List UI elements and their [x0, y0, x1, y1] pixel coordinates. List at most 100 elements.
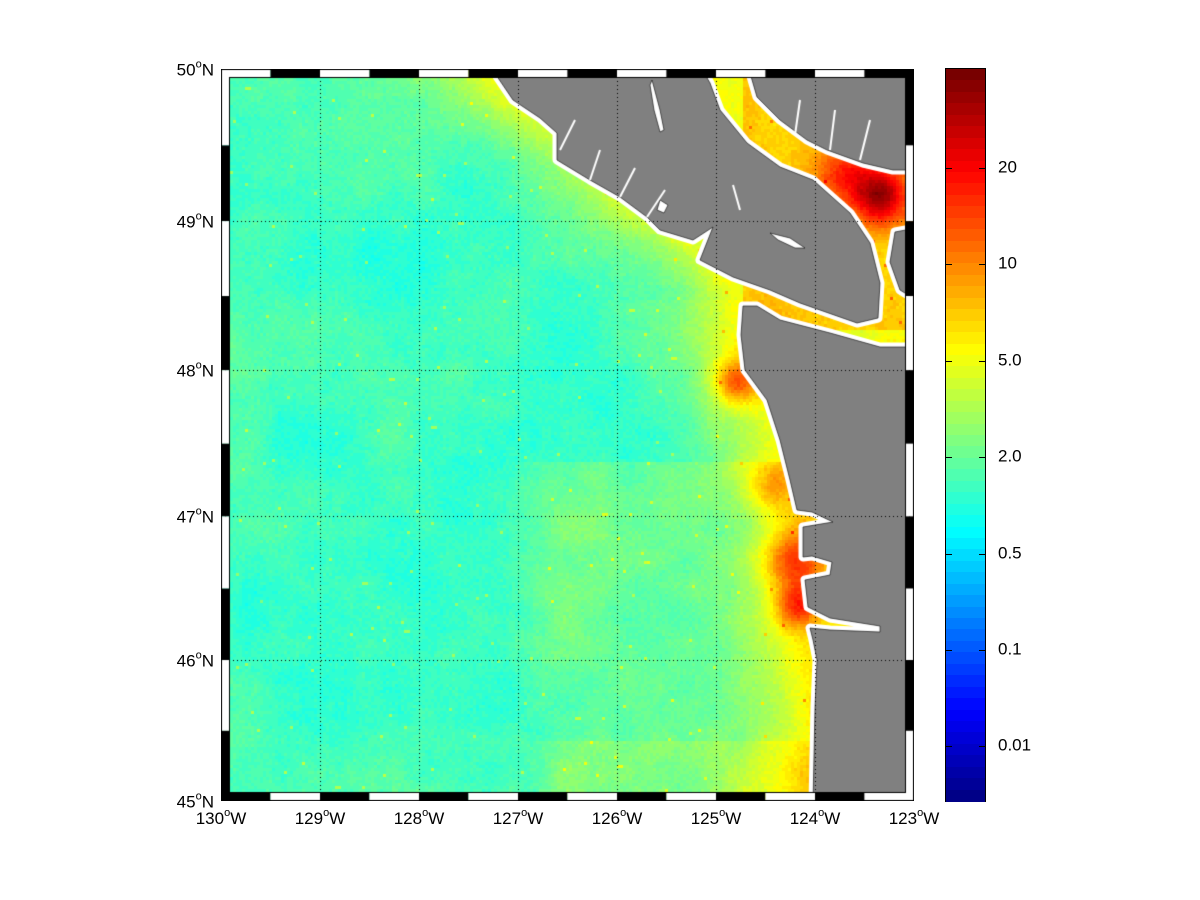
degree-value: 124 — [789, 809, 819, 828]
colorbar-band — [946, 572, 985, 585]
colorbar-band — [946, 537, 985, 551]
degree-symbol: o — [195, 210, 202, 223]
hemisphere: W — [428, 809, 445, 828]
colorbar-band — [946, 435, 985, 448]
colorbar-band — [946, 778, 985, 791]
hemisphere: W — [824, 809, 841, 828]
colorbar-band — [946, 217, 985, 231]
hemisphere: N — [201, 60, 214, 80]
degree-symbol: o — [917, 807, 924, 819]
degree-value: 126 — [591, 809, 621, 828]
colorbar-tick — [979, 650, 985, 651]
hemisphere: W — [923, 809, 940, 828]
colorbar-band — [946, 743, 985, 757]
colorbar-band — [946, 343, 985, 356]
colorbar-tick — [946, 457, 952, 459]
colorbar-band — [946, 446, 985, 459]
colorbar-band — [946, 194, 985, 208]
colorbar-band — [946, 80, 985, 93]
lat-label: 46oN — [176, 649, 214, 671]
colorbar-band — [946, 354, 985, 368]
hemisphere: N — [201, 212, 214, 232]
colorbar-band — [946, 583, 985, 597]
colorbar-band — [946, 618, 985, 631]
degree-value: 130 — [195, 809, 225, 828]
colorbar-band — [946, 171, 985, 185]
lon-label: 124oW — [789, 807, 841, 828]
degree-symbol: o — [620, 807, 627, 819]
colorbar-band — [946, 720, 985, 734]
colorbar-band — [946, 297, 985, 311]
colorbar-band — [946, 149, 985, 162]
degree-symbol: o — [323, 807, 330, 819]
colorbar-band — [946, 640, 985, 654]
lat-label: 49oN — [177, 210, 214, 232]
colorbar-tick — [946, 360, 952, 362]
degree-value: 45 — [176, 792, 196, 812]
colorbar-tick-label: 10 — [998, 253, 1017, 273]
colorbar-band — [946, 91, 985, 105]
colorbar-band — [946, 103, 985, 116]
colorbar-band — [946, 595, 985, 608]
colorbar-band — [946, 560, 985, 574]
hemisphere: N — [201, 651, 214, 671]
degree-symbol: o — [195, 790, 202, 803]
lat-label: 48oN — [176, 359, 214, 381]
colorbar-band — [946, 629, 985, 642]
colorbar-band — [946, 652, 985, 665]
colorbar-tick — [979, 168, 985, 169]
colorbar-band — [946, 377, 985, 391]
chlorophyll-map — [221, 69, 914, 801]
colorbar-band — [946, 309, 985, 322]
hemisphere: W — [626, 809, 643, 828]
colorbar-band — [946, 126, 985, 139]
degree-symbol: o — [818, 807, 825, 819]
colorbar-band — [946, 183, 985, 196]
degree-symbol: o — [195, 359, 202, 372]
hemisphere: W — [329, 809, 346, 828]
colorbar-band — [946, 698, 985, 711]
lat-label: 50oN — [177, 58, 214, 80]
colorbar-band — [946, 160, 985, 173]
hemisphere: W — [725, 809, 742, 828]
colorbar-tick-label: 0.5 — [998, 543, 1022, 563]
hemisphere: N — [201, 361, 214, 381]
colorbar-band — [946, 789, 985, 802]
colorbar-band — [946, 457, 985, 471]
colorbar-tick — [979, 746, 985, 748]
colorbar-band — [946, 389, 985, 402]
degree-symbol: o — [195, 58, 202, 71]
colorbar-band — [946, 206, 985, 219]
lon-label: 130oW — [195, 807, 247, 828]
colorbar-band — [946, 526, 985, 539]
colorbar-band — [946, 686, 985, 700]
degree-symbol: o — [195, 649, 202, 662]
degree-value: 47 — [176, 507, 196, 527]
degree-value: 125 — [690, 809, 720, 828]
colorbar-band — [946, 114, 985, 128]
degree-value: 128 — [393, 809, 423, 828]
degree-symbol: o — [521, 807, 528, 819]
degree-symbol: o — [195, 505, 202, 518]
colorbar-tick-label: 0.01 — [998, 735, 1032, 755]
colorbar-band — [946, 400, 985, 414]
colorbar-band — [946, 480, 985, 494]
colorbar-tick — [946, 650, 952, 651]
degree-value: 123 — [888, 809, 918, 828]
colorbar-band — [946, 137, 985, 151]
degree-value: 48 — [176, 361, 196, 381]
colorbar-tick — [946, 746, 952, 748]
degree-symbol: o — [224, 807, 231, 819]
colorbar-tick-label: 5.0 — [998, 350, 1022, 370]
degree-value: 46 — [176, 651, 196, 671]
colorbar-band — [946, 252, 985, 265]
lat-label: 45oN — [176, 790, 214, 812]
colorbar-band — [946, 755, 985, 768]
colorbar-band — [946, 274, 985, 288]
lon-label: 128oW — [393, 808, 445, 828]
colorbar-tick — [946, 264, 952, 266]
degree-value: 127 — [492, 809, 522, 828]
colorbar-band — [946, 469, 985, 482]
hemisphere: W — [230, 809, 247, 828]
colorbar-band — [946, 503, 985, 517]
